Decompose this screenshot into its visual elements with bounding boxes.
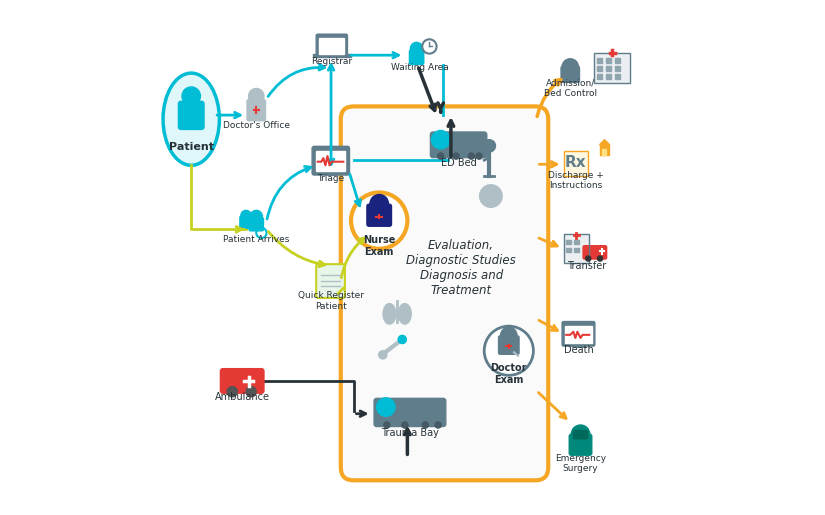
FancyBboxPatch shape bbox=[178, 101, 204, 129]
Text: ED Bed: ED Bed bbox=[441, 158, 477, 168]
Bar bbox=[615, 58, 620, 63]
FancyBboxPatch shape bbox=[312, 146, 350, 175]
Bar bbox=[574, 248, 579, 252]
Bar bbox=[566, 248, 571, 252]
FancyBboxPatch shape bbox=[594, 53, 630, 83]
Ellipse shape bbox=[398, 304, 411, 324]
FancyBboxPatch shape bbox=[240, 216, 252, 228]
FancyBboxPatch shape bbox=[316, 151, 346, 171]
Circle shape bbox=[422, 39, 436, 54]
Circle shape bbox=[597, 256, 602, 261]
Circle shape bbox=[483, 140, 496, 152]
Text: Trauma Bay: Trauma Bay bbox=[381, 427, 439, 438]
FancyBboxPatch shape bbox=[583, 246, 606, 259]
Bar bbox=[606, 58, 611, 63]
Bar bbox=[615, 66, 620, 71]
Circle shape bbox=[562, 59, 578, 75]
Bar bbox=[597, 58, 602, 63]
Ellipse shape bbox=[163, 73, 219, 165]
Bar bbox=[615, 74, 620, 79]
FancyBboxPatch shape bbox=[498, 336, 519, 354]
FancyBboxPatch shape bbox=[563, 234, 589, 263]
Bar bbox=[313, 54, 351, 57]
Text: Transfer: Transfer bbox=[567, 261, 606, 271]
FancyBboxPatch shape bbox=[561, 66, 579, 82]
FancyBboxPatch shape bbox=[431, 132, 487, 158]
Text: Quick Register
Patient: Quick Register Patient bbox=[298, 291, 364, 311]
FancyBboxPatch shape bbox=[569, 434, 592, 455]
Text: Registrar: Registrar bbox=[312, 57, 352, 66]
Circle shape bbox=[484, 326, 534, 375]
Text: Triage: Triage bbox=[318, 174, 345, 183]
Circle shape bbox=[377, 398, 395, 416]
Text: Doctor's Office: Doctor's Office bbox=[223, 122, 290, 130]
Circle shape bbox=[384, 422, 390, 428]
Circle shape bbox=[351, 193, 408, 249]
Circle shape bbox=[241, 210, 251, 220]
Text: Patient: Patient bbox=[169, 142, 214, 152]
Bar bbox=[600, 145, 609, 155]
FancyBboxPatch shape bbox=[220, 369, 264, 393]
Text: Patient Arrives: Patient Arrives bbox=[223, 235, 290, 244]
Bar bbox=[574, 239, 579, 244]
FancyBboxPatch shape bbox=[319, 38, 344, 54]
Text: Rx: Rx bbox=[565, 154, 587, 170]
FancyBboxPatch shape bbox=[573, 431, 587, 439]
Circle shape bbox=[453, 153, 459, 159]
Circle shape bbox=[586, 256, 591, 261]
Bar bbox=[606, 66, 611, 71]
FancyBboxPatch shape bbox=[247, 100, 266, 121]
Circle shape bbox=[437, 153, 444, 159]
Circle shape bbox=[411, 42, 422, 55]
Circle shape bbox=[246, 387, 257, 397]
Circle shape bbox=[182, 87, 200, 106]
Text: Evaluation,
Diagnostic Studies
Diagnosis and
Treatment: Evaluation, Diagnostic Studies Diagnosis… bbox=[406, 239, 516, 297]
FancyBboxPatch shape bbox=[374, 399, 446, 426]
FancyBboxPatch shape bbox=[316, 264, 345, 298]
Text: Ambulance: Ambulance bbox=[215, 392, 270, 402]
Text: Death: Death bbox=[563, 345, 593, 355]
FancyBboxPatch shape bbox=[409, 50, 424, 64]
Circle shape bbox=[571, 425, 590, 443]
Circle shape bbox=[469, 153, 474, 159]
Text: Admission/
Bed Control: Admission/ Bed Control bbox=[544, 79, 596, 98]
FancyBboxPatch shape bbox=[562, 321, 595, 346]
Circle shape bbox=[370, 195, 389, 213]
Text: Nurse
Exam: Nurse Exam bbox=[363, 235, 395, 257]
Circle shape bbox=[435, 422, 441, 428]
Circle shape bbox=[431, 130, 450, 149]
Text: Emergency
Surgery: Emergency Surgery bbox=[555, 454, 606, 473]
Bar bbox=[602, 149, 606, 155]
FancyBboxPatch shape bbox=[316, 34, 347, 57]
FancyBboxPatch shape bbox=[565, 325, 592, 343]
Circle shape bbox=[248, 89, 264, 104]
Circle shape bbox=[250, 210, 262, 222]
Circle shape bbox=[398, 335, 407, 344]
Polygon shape bbox=[600, 140, 610, 145]
Bar bbox=[597, 74, 602, 79]
Circle shape bbox=[476, 153, 482, 159]
Bar bbox=[566, 239, 571, 244]
FancyBboxPatch shape bbox=[367, 204, 392, 226]
Circle shape bbox=[479, 185, 502, 208]
FancyBboxPatch shape bbox=[563, 151, 588, 176]
Bar bbox=[597, 66, 602, 71]
Circle shape bbox=[402, 422, 408, 428]
Circle shape bbox=[501, 327, 517, 344]
FancyBboxPatch shape bbox=[341, 107, 549, 480]
Text: Waiting Area: Waiting Area bbox=[391, 63, 449, 73]
Ellipse shape bbox=[383, 304, 396, 324]
Bar bbox=[606, 74, 611, 79]
Text: Discharge +
Instructions: Discharge + Instructions bbox=[548, 171, 604, 191]
Circle shape bbox=[422, 422, 428, 428]
Circle shape bbox=[227, 387, 238, 397]
FancyBboxPatch shape bbox=[249, 217, 263, 231]
Circle shape bbox=[379, 351, 387, 359]
Text: Doctor
Exam: Doctor Exam bbox=[491, 364, 527, 385]
